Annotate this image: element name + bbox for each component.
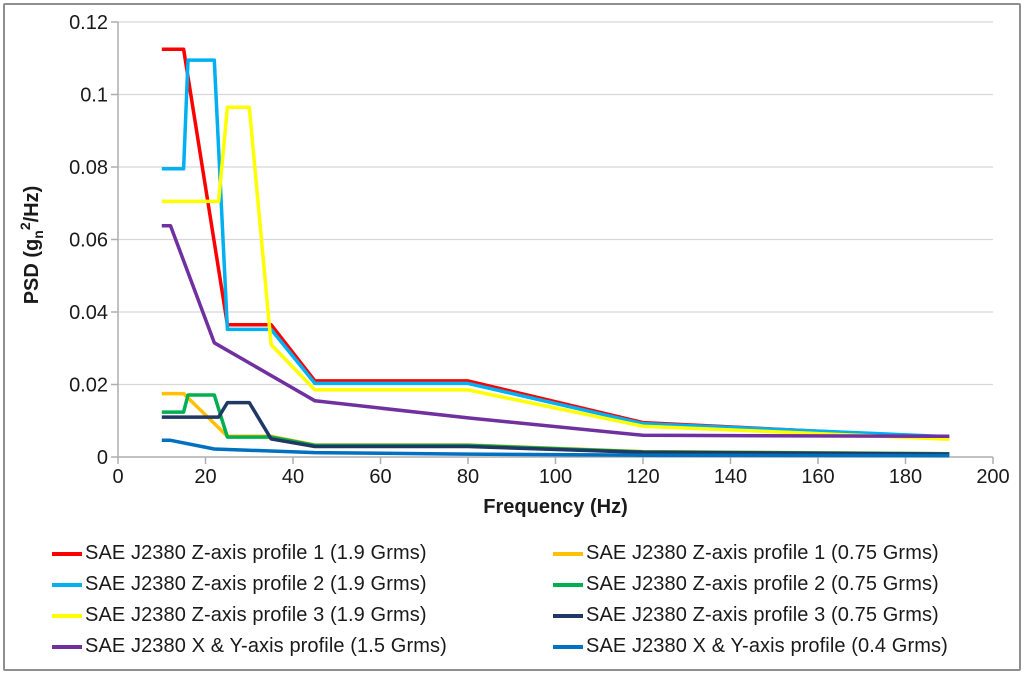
x-tick-label: 60 [369, 466, 391, 488]
x-tick-label: 40 [282, 466, 304, 488]
x-tick-label: 180 [889, 466, 922, 488]
legend-swatch-xy-low [553, 644, 583, 649]
y-tick-label: 0.02 [69, 375, 108, 397]
chart-legend: SAE J2380 Z-axis profile 1 (1.9 Grms) SAE… [52, 538, 948, 662]
x-tick-label: 160 [801, 466, 834, 488]
x-tick-label: 140 [714, 466, 747, 488]
legend-swatch-z2-low [553, 582, 583, 587]
x-tick-label: 100 [539, 466, 572, 488]
legend-swatch-z3-high [52, 613, 82, 618]
legend-swatch-xy-high [52, 644, 82, 649]
y-tick-label: 0.04 [69, 302, 108, 324]
psd-line-chart: 0 0.02 0.04 0.06 0.08 0.1 0.12 0 20 40 60 80 100 120 1… [17, 12, 1010, 518]
y-tick-label: 0.06 [69, 230, 108, 252]
legend-swatch-z2-high [52, 582, 82, 587]
legend-label: SAE J2380 Z-axis profile 3 (0.75 Grms) [586, 604, 939, 626]
legend-label: SAE J2380 Z-axis profile 2 (0.75 Grms) [586, 573, 939, 595]
series-line-z2-high [161, 58, 950, 439]
legend-label: SAE J2380 X & Y-axis profile (1.5 Grms) [85, 635, 447, 657]
y-axis-title: PSD (gn2/Hz) [17, 186, 46, 305]
chart-frame: 0 0.02 0.04 0.06 0.08 0.1 0.12 0 20 40 60 80 100 120 1… [3, 3, 1021, 671]
legend-item-z1-low: SAE J2380 Z-axis profile 1 (0.75 Grms) [553, 538, 948, 569]
x-tick-label: 20 [194, 466, 216, 488]
legend-label: SAE J2380 Z-axis profile 1 (1.9 Grms) [85, 542, 427, 564]
series-line-xy-low [161, 438, 950, 458]
legend-item-z2-high: SAE J2380 Z-axis profile 2 (1.9 Grms) [52, 569, 553, 600]
legend-item-xy-low: SAE J2380 X & Y-axis profile (0.4 Grms) [553, 631, 948, 662]
legend-label: SAE J2380 X & Y-axis profile (0.4 Grms) [586, 635, 948, 657]
y-tick-label: 0.12 [69, 12, 108, 34]
legend-swatch-z1-high [52, 551, 82, 556]
x-tick-label: 200 [976, 466, 1009, 488]
legend-label: SAE J2380 Z-axis profile 2 (1.9 Grms) [85, 573, 427, 595]
y-tick-label: 0.1 [80, 85, 108, 107]
x-tick-label: 80 [457, 466, 479, 488]
series-line-z3-low [161, 400, 950, 456]
y-tick-label: 0.08 [69, 157, 108, 179]
x-axis-title: Frequency (Hz) [483, 496, 627, 518]
legend-item-z2-low: SAE J2380 Z-axis profile 2 (0.75 Grms) [553, 569, 948, 600]
legend-item-z1-high: SAE J2380 Z-axis profile 1 (1.9 Grms) [52, 538, 553, 569]
legend-item-z3-high: SAE J2380 Z-axis profile 3 (1.9 Grms) [52, 600, 553, 631]
y-tick-label: 0 [97, 447, 108, 469]
x-tick-label: 0 [112, 466, 123, 488]
legend-label: SAE J2380 Z-axis profile 1 (0.75 Grms) [586, 542, 939, 564]
legend-item-xy-high: SAE J2380 X & Y-axis profile (1.5 Grms) [52, 631, 553, 662]
legend-item-z3-low: SAE J2380 Z-axis profile 3 (0.75 Grms) [553, 600, 948, 631]
series-line-xy-high [161, 223, 950, 439]
legend-label: SAE J2380 Z-axis profile 3 (1.9 Grms) [85, 604, 427, 626]
legend-swatch-z1-low [553, 551, 583, 556]
x-tick-label: 120 [626, 466, 659, 488]
series-line-z3-high [161, 105, 950, 441]
legend-swatch-z3-low [553, 613, 583, 618]
